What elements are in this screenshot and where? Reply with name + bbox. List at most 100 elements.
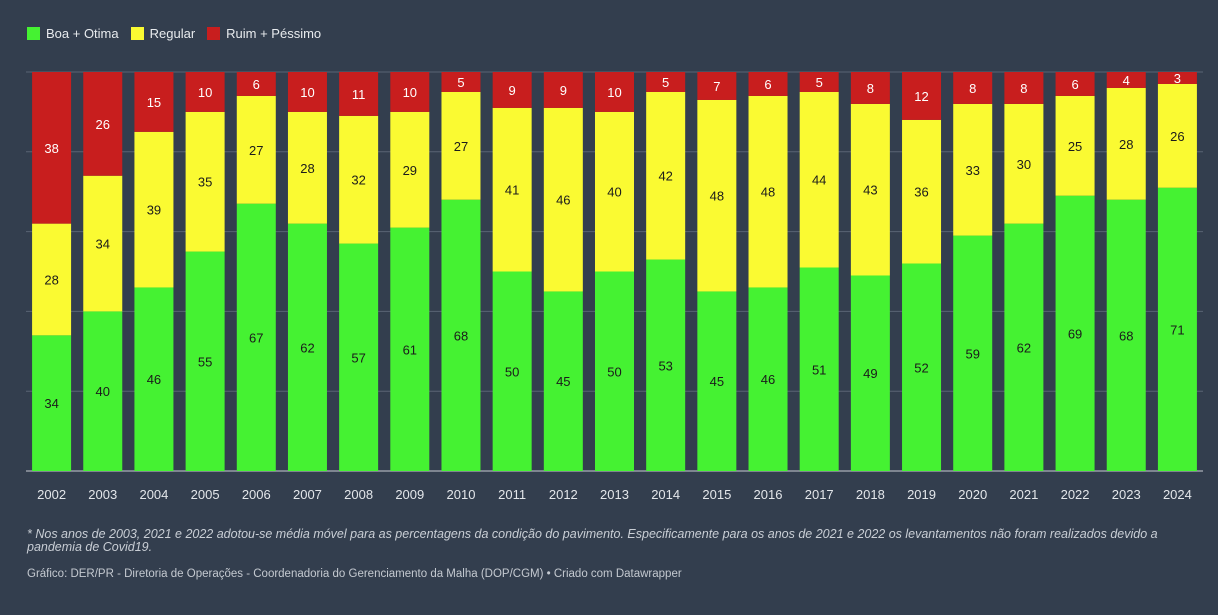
data-label: 10 (607, 85, 621, 100)
bar-segment-ruim-p-ssimo (748, 72, 788, 96)
x-tick-label: 2002 (37, 487, 66, 502)
data-label: 34 (96, 237, 110, 252)
bar-segment-regular (543, 107, 583, 292)
data-label: 27 (249, 143, 263, 158)
data-label: 53 (658, 358, 672, 373)
data-label: 5 (457, 75, 464, 90)
bar-segment-ruim-p-ssimo (32, 72, 72, 224)
bar-segment-ruim-p-ssimo (1106, 72, 1146, 88)
x-tick-label: 2023 (1112, 487, 1141, 502)
x-tick-label: 2006 (242, 487, 271, 502)
data-label: 30 (1017, 157, 1031, 172)
data-label: 62 (1017, 340, 1031, 355)
bar-segment-boa-otima (902, 263, 942, 471)
bar-segment-regular (492, 107, 532, 272)
data-label: 36 (914, 185, 928, 200)
data-label: 39 (147, 203, 161, 218)
bar-segment-regular (953, 103, 993, 236)
bar-segment-regular (697, 99, 737, 292)
legend-swatch-regular (130, 27, 144, 40)
data-label: 55 (198, 354, 212, 369)
bar-segment-ruim-p-ssimo (134, 72, 174, 132)
bar-segment-boa-otima (236, 203, 276, 472)
data-label: 8 (867, 81, 874, 96)
data-label: 7 (713, 79, 720, 94)
data-label: 35 (198, 175, 212, 190)
legend-label-boa-otima: Boa + Otima (46, 26, 119, 41)
bar-segment-regular (236, 95, 276, 204)
data-label: 45 (710, 374, 724, 389)
x-tick-label: 2008 (344, 487, 373, 502)
x-tick-label: 2017 (805, 487, 834, 502)
data-label: 28 (300, 161, 314, 176)
bar-segment-boa-otima (850, 275, 890, 471)
bar-segment-ruim-p-ssimo (390, 72, 430, 112)
data-label: 42 (658, 169, 672, 184)
bar-segment-ruim-p-ssimo (83, 72, 123, 176)
x-tick-label: 2024 (1163, 487, 1192, 502)
bar-segment-boa-otima (1106, 199, 1146, 471)
x-tick-label: 2013 (600, 487, 629, 502)
x-tick-label: 2014 (651, 487, 680, 502)
bar-segment-boa-otima (339, 243, 379, 471)
bar-segment-regular (390, 111, 430, 228)
data-label: 40 (607, 185, 621, 200)
bar-segment-regular (1106, 87, 1146, 200)
bar-segment-boa-otima (953, 235, 993, 471)
bar-segment-ruim-p-ssimo (902, 72, 942, 120)
bar-segment-boa-otima (697, 291, 737, 471)
x-tick-label: 2022 (1061, 487, 1090, 502)
data-label: 46 (761, 372, 775, 387)
bar-segment-regular (1055, 95, 1095, 196)
chart-credit: Gráfico: DER/PR - Diretoria de Operações… (27, 568, 682, 580)
bar-segment-ruim-p-ssimo (543, 72, 583, 108)
bar-segment-boa-otima (595, 271, 634, 471)
data-label: 6 (1071, 77, 1078, 92)
x-tick-label: 2004 (139, 487, 168, 502)
data-label: 62 (300, 340, 314, 355)
data-label: 3 (1174, 71, 1181, 86)
data-label: 59 (965, 346, 979, 361)
data-label: 15 (147, 95, 161, 110)
bar-segment-ruim-p-ssimo (236, 72, 276, 96)
bar-segment-boa-otima (646, 259, 686, 471)
bar-segment-ruim-p-ssimo (1055, 72, 1095, 96)
data-label: 12 (914, 89, 928, 104)
bar-segment-regular (134, 131, 174, 288)
x-tick-label: 2012 (549, 487, 578, 502)
legend-item-boa-otima: Boa + Otima (27, 26, 119, 41)
x-tick-label: 2015 (702, 487, 731, 502)
bar-segment-boa-otima (543, 291, 583, 471)
bar-segment-boa-otima (1004, 223, 1044, 471)
legend-item-regular: Regular (130, 26, 196, 41)
data-label: 10 (300, 85, 314, 100)
bar-segment-boa-otima (32, 335, 72, 471)
data-label: 8 (1020, 81, 1027, 96)
bar-segment-boa-otima (799, 267, 839, 471)
bar-segment-regular (902, 119, 942, 264)
data-label: 28 (44, 272, 58, 287)
legend-item-ruim-pessimo: Ruim + Péssimo (207, 26, 321, 41)
bar-segment-regular (441, 91, 481, 200)
bar-segment-ruim-p-ssimo (287, 72, 327, 112)
bar-segment-boa-otima (287, 223, 327, 471)
bar-segment-regular (287, 111, 327, 224)
bar-segment-ruim-p-ssimo (850, 72, 890, 104)
data-label: 41 (505, 183, 519, 198)
data-label: 4 (1123, 73, 1130, 88)
chart-legend: Boa + Otima Regular Ruim + Péssimo (27, 26, 321, 41)
data-label: 28 (1119, 137, 1133, 152)
data-label: 68 (1119, 328, 1133, 343)
bar-segment-boa-otima (83, 311, 123, 471)
data-label: 50 (607, 364, 621, 379)
data-label: 5 (816, 75, 823, 90)
data-label: 44 (812, 173, 826, 188)
x-tick-label: 2019 (907, 487, 936, 502)
legend-label-regular: Regular (149, 26, 196, 41)
data-label: 46 (556, 193, 570, 208)
data-label: 43 (863, 183, 877, 198)
data-label: 34 (44, 396, 58, 411)
data-label: 48 (710, 189, 724, 204)
data-label: 69 (1068, 326, 1082, 341)
bar-segment-regular (83, 175, 123, 312)
